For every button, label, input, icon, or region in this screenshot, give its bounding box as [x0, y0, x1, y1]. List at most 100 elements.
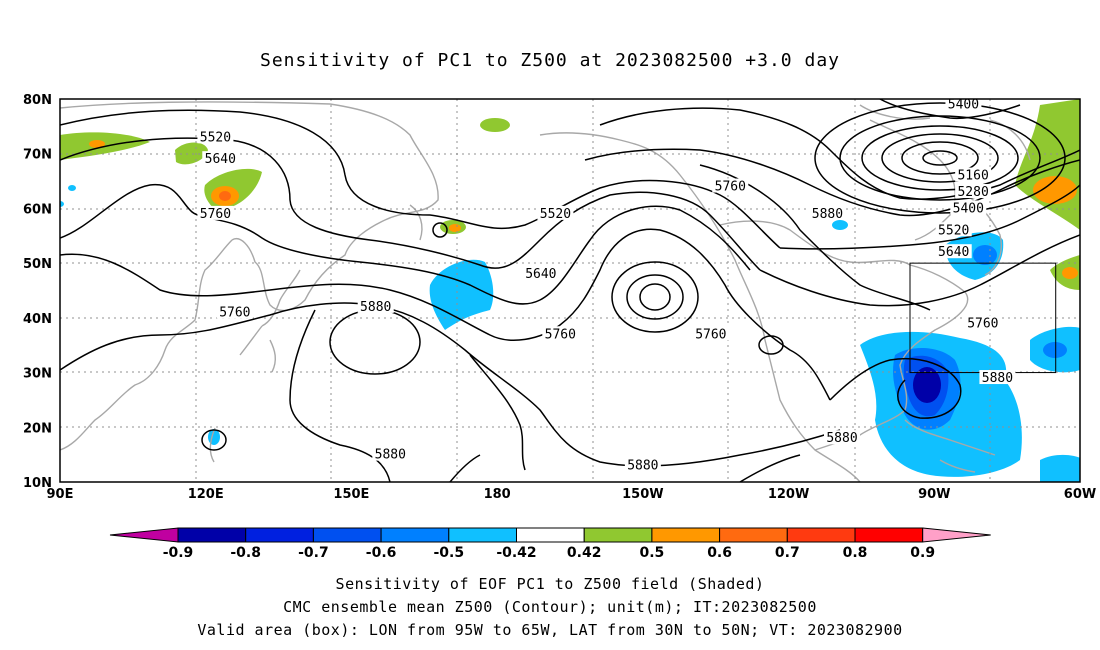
colorbar-tip-low [109, 527, 179, 543]
lat-tick-label: 40N [23, 312, 52, 327]
contour-label-bg [372, 446, 409, 461]
contour-label-bg [945, 96, 982, 111]
shade-patch [1040, 454, 1080, 482]
caption-shading: Sensitivity of EOF PC1 to Z500 field (Sh… [335, 575, 765, 593]
contour-label-bg [955, 184, 992, 199]
contour-label: 5760 [545, 327, 576, 342]
contour-label: 5880 [812, 207, 843, 222]
shade-patch [1062, 267, 1078, 279]
shade-patch [68, 185, 76, 191]
lon-tick-label: 90E [47, 487, 74, 502]
contour-label: 5760 [219, 305, 250, 320]
chart-title: Sensitivity of PC1 to Z500 at 2023082500… [259, 50, 840, 71]
contour-label-bg [202, 151, 239, 166]
contour-label: 5880 [982, 371, 1013, 386]
lon-tick-label: 150W [622, 487, 663, 502]
contour-label: 5520 [938, 223, 969, 238]
colorbar-label: -0.7 [298, 545, 329, 561]
contour-label: 5520 [200, 130, 231, 145]
lon-tick-label: 180 [484, 487, 511, 502]
colorbar-label: 0.8 [843, 545, 868, 561]
colorbar-segment [516, 527, 585, 543]
colorbar: -0.9 -0.8 -0.7 -0.6 -0.5 -0.42 0.42 0.5 0.6 0.7 0.… [109, 527, 991, 561]
shade-patch [175, 142, 208, 165]
lat-tick-label: 10N [23, 476, 52, 491]
z500-contours [60, 99, 1080, 482]
colorbar-segment [854, 527, 924, 543]
colorbar-segment [583, 527, 653, 543]
colorbar-segment [786, 527, 856, 543]
contour-label: 5880 [360, 300, 391, 315]
lon-tick-label: 120W [768, 487, 809, 502]
lat-tick-label: 70N [23, 148, 52, 163]
shade-patch [832, 220, 848, 230]
contour-label: 5280 [957, 185, 988, 200]
contour-label: 5760 [715, 180, 746, 195]
contour-label-bg [979, 370, 1016, 385]
map-frame [59, 98, 1081, 483]
shade-patch [219, 191, 231, 201]
colorbar-label: 0.9 [910, 545, 935, 561]
colorbar-label: -0.42 [496, 545, 536, 561]
lon-tick-label: 150E [333, 487, 369, 502]
contour-label-bg [537, 205, 574, 220]
contour-label-bg [197, 129, 234, 144]
contour-label-bg [935, 222, 972, 237]
shade-patch [480, 118, 510, 132]
contour-label: 5520 [540, 207, 571, 222]
contour-label-bg [692, 326, 729, 341]
lat-tick-label: 80N [23, 93, 52, 108]
colorbar-label: 0.5 [639, 545, 664, 561]
contour-label-bg [216, 304, 253, 319]
contour-label-bg [712, 178, 749, 193]
contour-label: 5760 [695, 327, 726, 342]
colorbar-segment [245, 527, 314, 543]
contour-label: 5880 [375, 448, 406, 463]
contour-label: 5640 [205, 152, 236, 167]
contour-label-bg [357, 298, 394, 313]
shade-patch [89, 140, 105, 148]
colorbar-segment [448, 527, 517, 543]
caption-contour: CMC ensemble mean Z500 (Contour); unit(m… [283, 598, 817, 616]
lon-tick-label: 120E [188, 487, 224, 502]
shade-patch [60, 201, 64, 207]
shade-patch [1043, 342, 1067, 358]
contour-label: 5640 [525, 267, 556, 282]
shade-patch [449, 224, 461, 232]
colorbar-tip-high [922, 527, 991, 543]
colorbar-label: -0.6 [366, 545, 397, 561]
contour-label-bg [964, 315, 1001, 330]
colorbar-segment [651, 527, 721, 543]
colorbar-label: -0.9 [163, 545, 194, 561]
colorbar-segment [177, 527, 247, 543]
lon-tick-label: 90W [918, 487, 950, 502]
colorbar-label: 0.42 [567, 545, 602, 561]
colorbar-segment [380, 527, 450, 543]
lon-tick-label: 60W [1064, 487, 1096, 502]
shade-patch [1033, 176, 1077, 204]
contour-label-bg [624, 457, 661, 472]
contour-label: 5880 [826, 431, 857, 446]
shade-patch [429, 259, 494, 330]
contour-label: 5400 [953, 201, 984, 216]
contour-label-bg [935, 244, 972, 259]
lat-tick-label: 50N [23, 257, 52, 272]
contour-label-bg [955, 167, 992, 182]
colorbar-segment [719, 527, 788, 543]
contour-label-bg [809, 205, 846, 220]
colorbar-segment [312, 527, 382, 543]
contour-label: 5640 [938, 245, 969, 260]
contour-label-bg [197, 205, 234, 220]
contour-label: 5760 [200, 207, 231, 222]
contour-label: 5400 [948, 97, 979, 112]
sensitivity-shading [60, 99, 1080, 482]
colorbar-label: 0.7 [775, 545, 800, 561]
shade-patch [913, 367, 941, 403]
contour-label-bg [950, 200, 987, 215]
shade-patch [973, 245, 997, 265]
colorbar-label: -0.8 [230, 545, 261, 561]
contour-label: 5160 [957, 169, 988, 184]
contour-label: 5880 [627, 459, 658, 474]
